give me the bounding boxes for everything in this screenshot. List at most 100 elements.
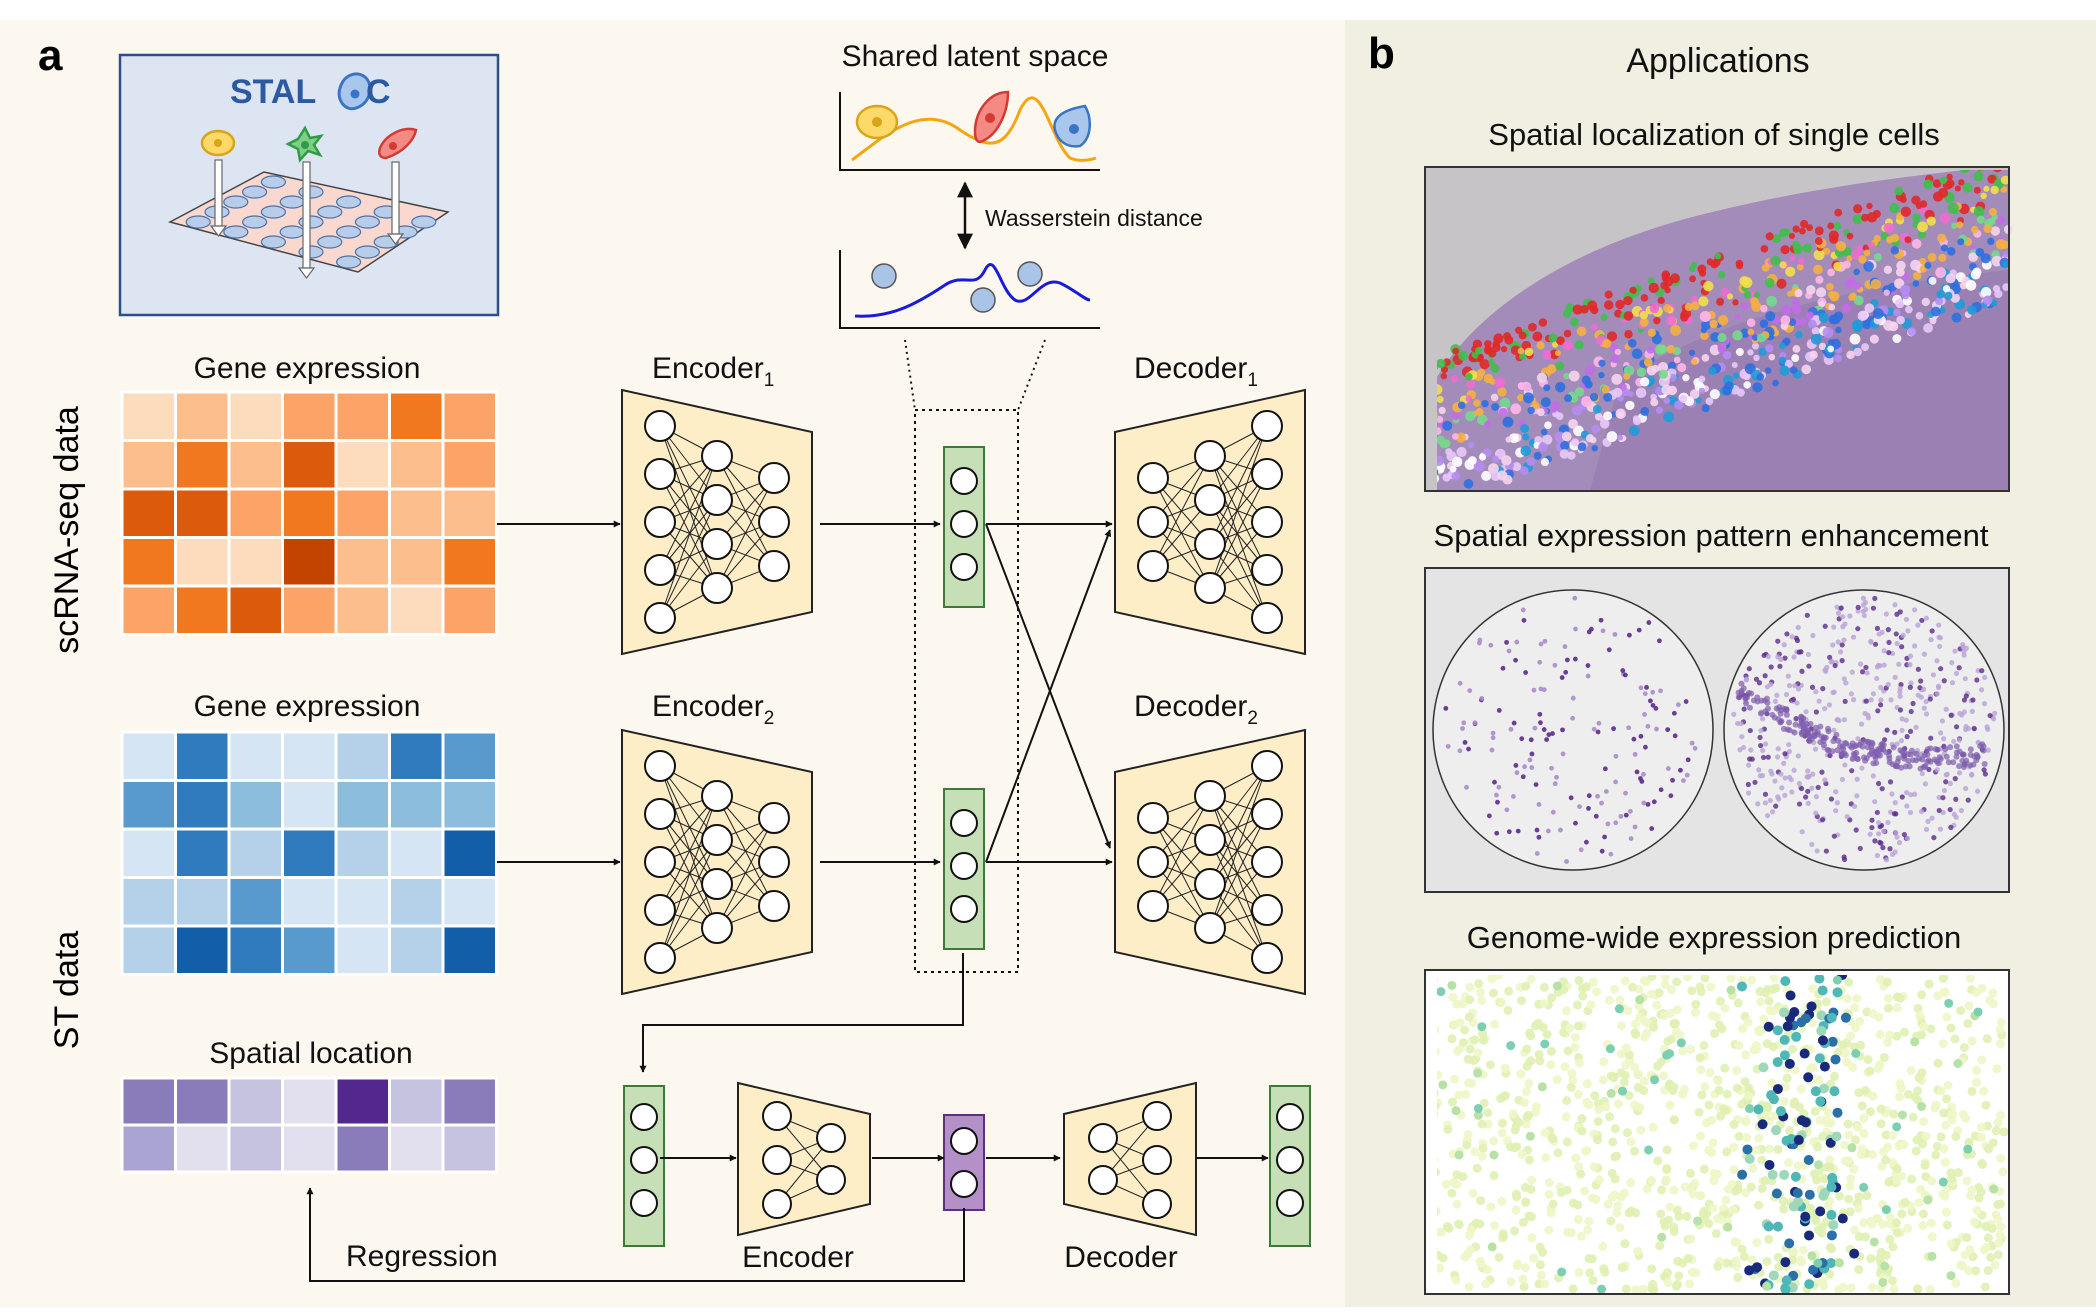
neuron-node bbox=[1251, 846, 1283, 878]
slide-spot bbox=[411, 215, 437, 229]
heatmap-cell bbox=[174, 827, 231, 879]
neuron-node bbox=[1194, 440, 1226, 472]
heatmap-cell bbox=[388, 730, 445, 782]
slide-spot bbox=[260, 205, 286, 219]
neuron-node bbox=[1142, 1101, 1172, 1131]
encoder1-network bbox=[621, 388, 813, 656]
heatmap-cell bbox=[227, 390, 284, 442]
neuron-node bbox=[950, 895, 978, 923]
neuron-node bbox=[1137, 462, 1169, 494]
neuron-node bbox=[950, 510, 978, 538]
red-cell-latent-icon bbox=[973, 90, 1010, 144]
slide-spot bbox=[223, 195, 249, 209]
genome-wide-prediction-image bbox=[1424, 969, 2010, 1295]
heatmap-cell bbox=[174, 584, 231, 636]
raw-expression-circle bbox=[1432, 589, 1714, 871]
heatmap-cell bbox=[388, 1076, 445, 1127]
yellow-cell-latent-icon bbox=[855, 104, 899, 140]
heatmap-cell bbox=[334, 1076, 391, 1127]
heatmap-cell bbox=[227, 924, 284, 976]
neuron-node bbox=[1137, 802, 1169, 834]
heatmap-cell bbox=[388, 390, 445, 442]
heatmap-cell bbox=[227, 730, 284, 782]
neuron-node bbox=[644, 846, 676, 878]
neural-networks bbox=[621, 388, 1311, 1247]
neuron-node bbox=[1088, 1123, 1118, 1153]
heatmap-cell bbox=[227, 1123, 284, 1174]
neuron-node bbox=[758, 846, 790, 878]
decoder2-title: Decoder2 bbox=[1134, 690, 1258, 729]
heatmap-cell bbox=[441, 827, 498, 879]
slide-spot bbox=[242, 185, 268, 199]
heatmap-cell bbox=[334, 584, 391, 636]
heatmap-cell bbox=[281, 487, 338, 539]
neuron-node bbox=[758, 802, 790, 834]
heatmap-cell bbox=[388, 584, 445, 636]
neuron-node bbox=[1251, 894, 1283, 926]
app-pattern-enhancement-title: Spatial expression pattern enhancement bbox=[1434, 518, 1989, 553]
encoder2-title: Encoder2 bbox=[652, 690, 774, 729]
neuron-node bbox=[630, 1103, 658, 1131]
neuron-node bbox=[1137, 846, 1169, 878]
app-genome-wide-title: Genome-wide expression prediction bbox=[1467, 920, 1962, 955]
neuron-node bbox=[1251, 410, 1283, 442]
slide-spot bbox=[336, 255, 362, 269]
slide-spot bbox=[223, 225, 249, 239]
heatmap-cell bbox=[227, 827, 284, 879]
logo-text-right: C bbox=[366, 73, 391, 111]
neuron-node bbox=[644, 894, 676, 926]
heatmap-cell bbox=[120, 536, 177, 588]
heatmap-cell bbox=[388, 876, 445, 928]
heatmap-cell bbox=[227, 1076, 284, 1127]
heatmap-cell bbox=[174, 924, 231, 976]
neuron-node bbox=[758, 550, 790, 582]
heatmap-cell bbox=[441, 584, 498, 636]
heatmap-cell bbox=[174, 536, 231, 588]
heatmap-cell bbox=[120, 439, 177, 491]
heatmap-cell bbox=[388, 827, 445, 879]
heatmap-cell bbox=[227, 487, 284, 539]
enhanced-expression-circle bbox=[1723, 589, 2005, 871]
scrna-seq-side-label: scRNA-seq data bbox=[48, 406, 86, 654]
flow-arrows bbox=[306, 520, 1269, 1282]
decoder1-title: Decoder1 bbox=[1134, 352, 1258, 391]
heatmap-cell bbox=[227, 439, 284, 491]
neuron-node bbox=[644, 506, 676, 538]
neuron-node bbox=[644, 554, 676, 586]
spatial-location-heatmap bbox=[120, 1076, 498, 1174]
neuron-node bbox=[644, 750, 676, 782]
slide-spot bbox=[185, 215, 211, 229]
neuron-node bbox=[762, 1189, 792, 1219]
decoder1-network bbox=[1114, 388, 1306, 656]
heatmap-cell bbox=[388, 924, 445, 976]
neuron-node bbox=[950, 553, 978, 581]
heatmap-cell bbox=[334, 876, 391, 928]
neuron-node bbox=[644, 602, 676, 634]
neuron-node bbox=[701, 484, 733, 516]
heatmap-cell bbox=[120, 584, 177, 636]
latent-space-title: Shared latent space bbox=[842, 40, 1109, 73]
heatmap-cell bbox=[120, 876, 177, 928]
slide-spot bbox=[317, 205, 343, 219]
neuron-node bbox=[1194, 528, 1226, 560]
neuron-node bbox=[1194, 912, 1226, 944]
heatmap-cell bbox=[441, 390, 498, 442]
latent-dotted-box bbox=[914, 409, 1019, 973]
red-cell-icon bbox=[378, 127, 418, 160]
neuron-node bbox=[644, 942, 676, 974]
regression-label: Regression bbox=[346, 1240, 498, 1273]
neuron-node bbox=[762, 1145, 792, 1175]
neuron-node bbox=[1276, 1146, 1304, 1174]
app-spatial-localization-title: Spatial localization of single cells bbox=[1488, 117, 1939, 152]
heatmap-cell bbox=[334, 1123, 391, 1174]
neuron-node bbox=[1251, 602, 1283, 634]
heatmap-cell bbox=[174, 439, 231, 491]
neuron-node bbox=[644, 410, 676, 442]
neuron-node bbox=[758, 462, 790, 494]
neuron-node bbox=[816, 1165, 846, 1195]
neuron-node bbox=[950, 852, 978, 880]
heatmap-cell bbox=[120, 827, 177, 879]
heatmap-cell bbox=[388, 439, 445, 491]
neuron-node bbox=[1251, 458, 1283, 490]
